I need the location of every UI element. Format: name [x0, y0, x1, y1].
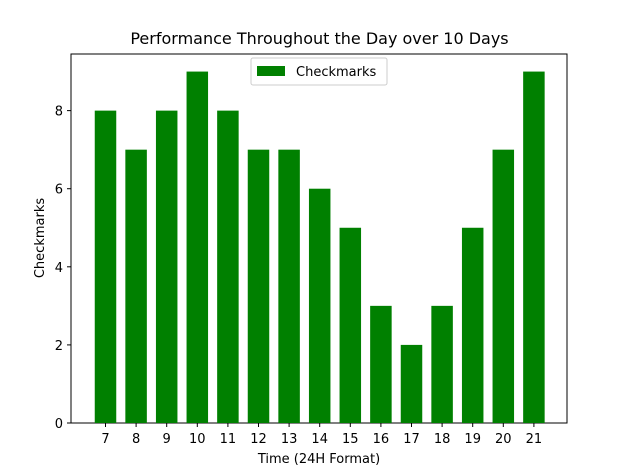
bar-16 — [370, 305, 392, 423]
bars — [94, 71, 545, 424]
plot-area: 7 8 9 10 11 12 13 14 15 16 17 18 19 20 21 0 2 4 6 8 — [55, 53, 568, 447]
y-tick-label: 2 — [55, 339, 63, 354]
bar-21 — [523, 71, 545, 423]
bar-7 — [94, 110, 117, 424]
legend-box — [250, 57, 388, 86]
bar-14 — [308, 188, 331, 423]
bar-15 — [339, 227, 362, 423]
y-tick-label: 6 — [55, 183, 63, 198]
bar-18 — [431, 305, 453, 423]
legend-swatch — [257, 66, 285, 76]
x-tick-label: 12 — [250, 432, 267, 447]
x-tick-label: 19 — [464, 432, 481, 447]
bar-12 — [247, 149, 270, 424]
y-axis-label: Checkmarks — [33, 198, 48, 278]
x-tick-label: 10 — [189, 432, 206, 447]
legend-label: Checkmarks — [296, 65, 376, 80]
bar-10 — [186, 71, 209, 423]
y-tick-label: 8 — [55, 105, 63, 120]
x-tick-label: 13 — [281, 432, 298, 447]
bar-17 — [400, 344, 423, 423]
x-tick-label: 17 — [403, 432, 420, 447]
bar-13 — [278, 149, 300, 424]
bar-8 — [125, 149, 147, 424]
bar-11 — [217, 110, 239, 424]
chart-title: Performance Throughout the Day over 10 D… — [130, 29, 508, 48]
y-ticks: 0 2 4 6 8 — [55, 105, 71, 432]
bar-19 — [461, 227, 484, 423]
x-tick-label: 20 — [495, 432, 512, 447]
x-tick-label: 16 — [373, 432, 390, 447]
x-ticks: 7 8 9 10 11 12 13 14 15 16 17 18 19 20 21 — [101, 423, 542, 447]
legend: Checkmarks — [250, 57, 388, 86]
x-tick-label: 15 — [342, 432, 359, 447]
x-tick-label: 11 — [220, 432, 237, 447]
x-tick-label: 18 — [434, 432, 451, 447]
x-tick-label: 9 — [163, 432, 171, 447]
bar-9 — [155, 110, 178, 424]
y-tick-label: 4 — [55, 261, 63, 276]
bar-20 — [492, 149, 515, 424]
y-tick-label: 0 — [55, 417, 63, 432]
x-axis-label: Time (24H Format) — [257, 452, 380, 467]
x-tick-label: 21 — [526, 432, 543, 447]
x-tick-label: 7 — [101, 432, 109, 447]
x-tick-label: 8 — [132, 432, 140, 447]
x-tick-label: 14 — [311, 432, 328, 447]
